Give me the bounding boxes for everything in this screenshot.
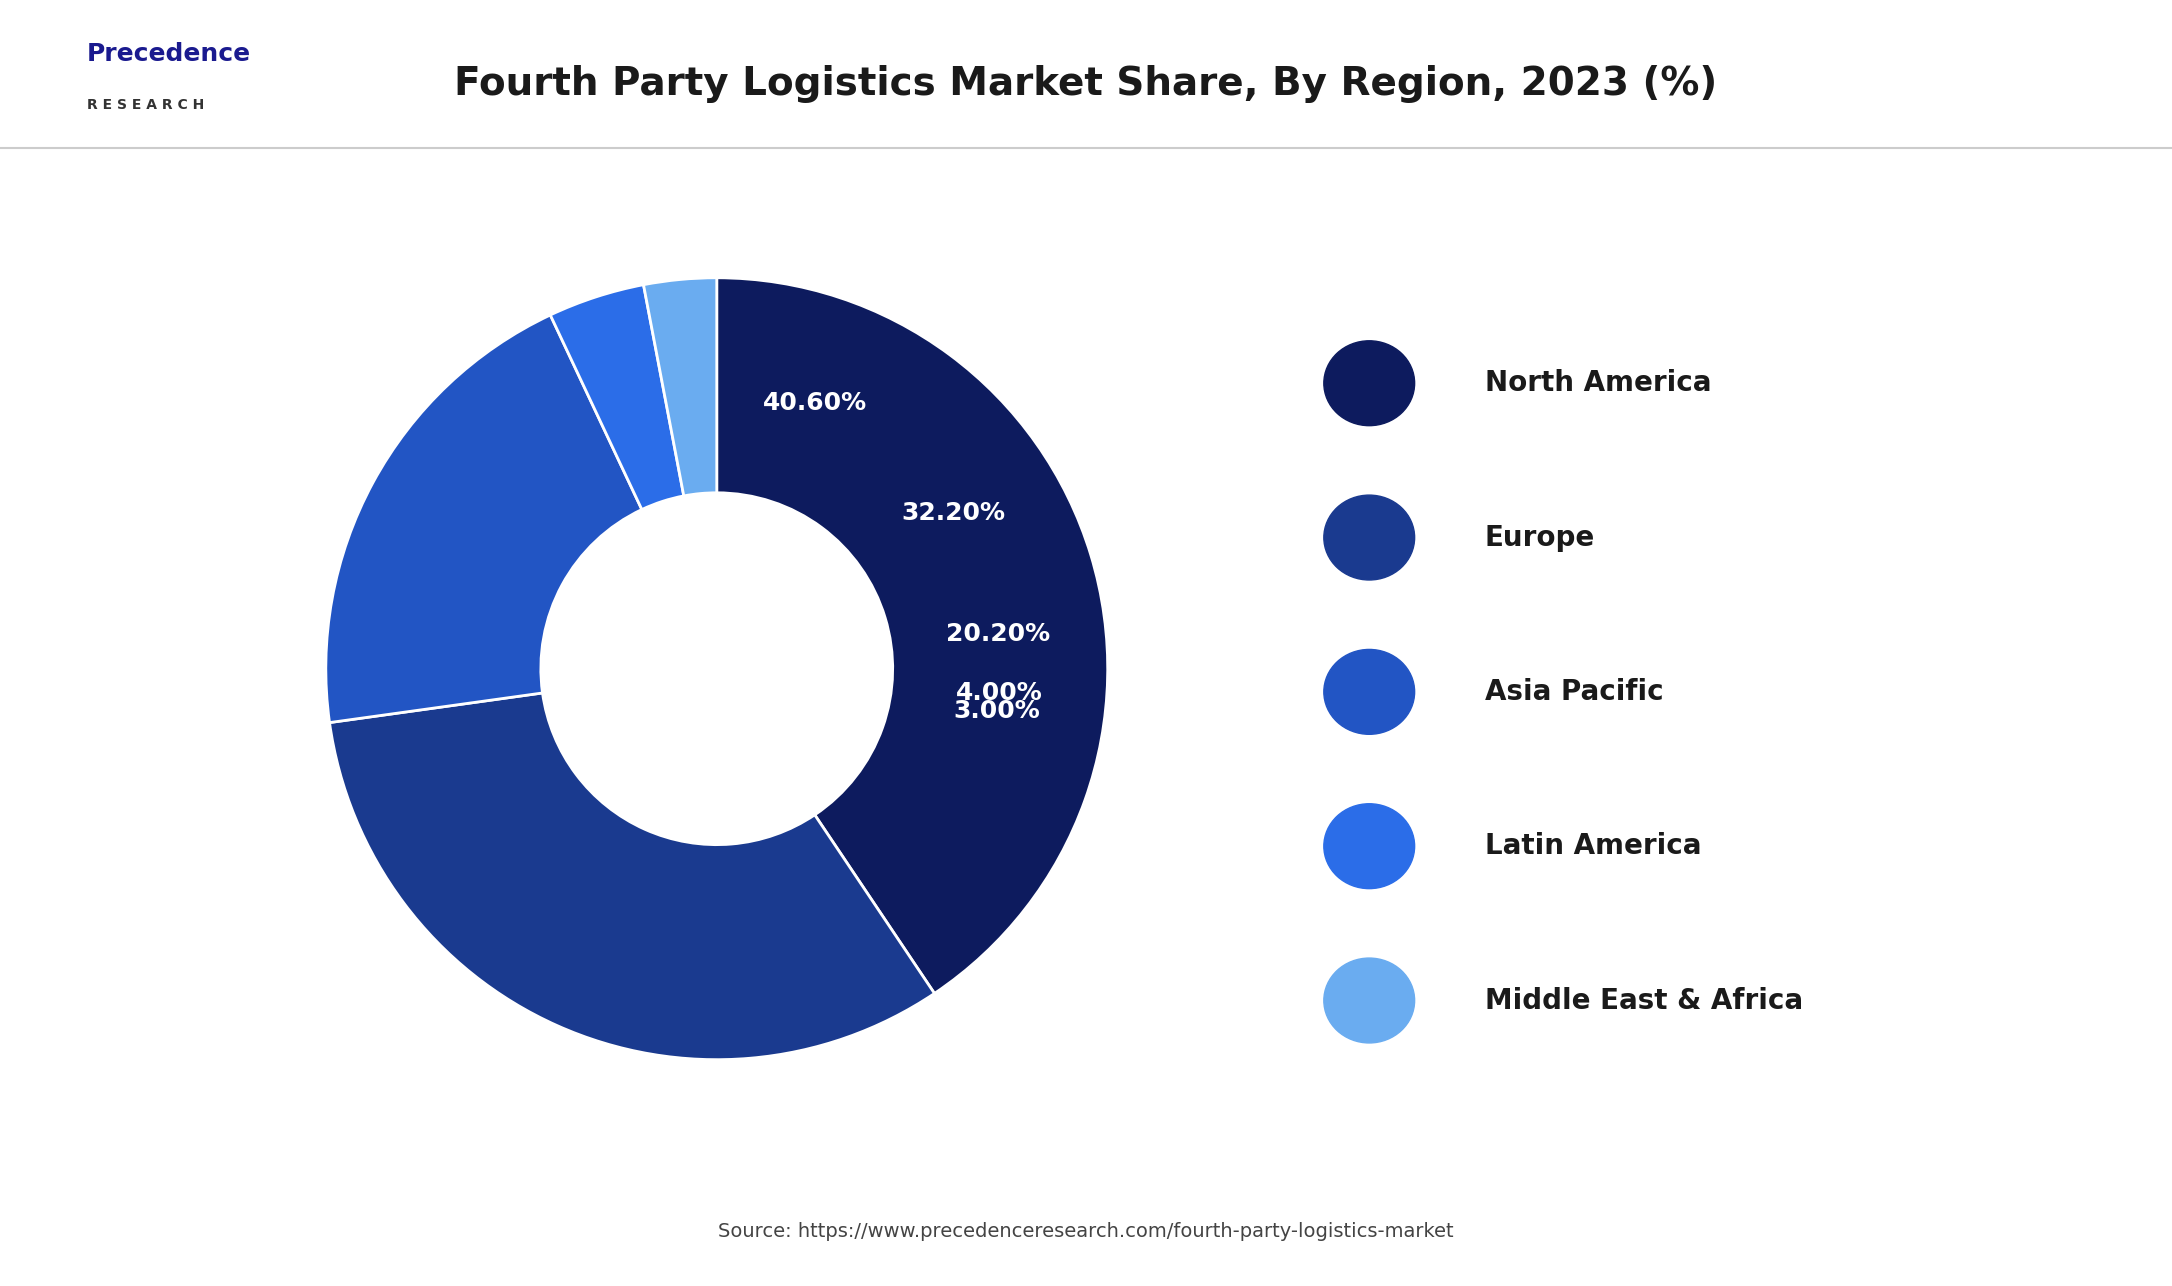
Text: Asia Pacific: Asia Pacific xyxy=(1486,678,1664,706)
Text: 4.00%: 4.00% xyxy=(956,682,1043,706)
Text: Latin America: Latin America xyxy=(1486,832,1701,860)
Text: 32.20%: 32.20% xyxy=(901,502,1006,525)
Circle shape xyxy=(1325,341,1414,426)
Text: R E S E A R C H: R E S E A R C H xyxy=(87,99,204,112)
Circle shape xyxy=(1325,495,1414,580)
Text: Source: https://www.precedenceresearch.com/fourth-party-logistics-market: Source: https://www.precedenceresearch.c… xyxy=(719,1222,1453,1241)
Text: 40.60%: 40.60% xyxy=(762,391,867,415)
Text: North America: North America xyxy=(1486,369,1712,397)
Circle shape xyxy=(1325,804,1414,889)
Circle shape xyxy=(543,495,891,842)
Text: 3.00%: 3.00% xyxy=(954,698,1040,723)
Wedge shape xyxy=(550,284,684,509)
Text: Fourth Party Logistics Market Share, By Region, 2023 (%): Fourth Party Logistics Market Share, By … xyxy=(454,64,1718,103)
Circle shape xyxy=(1325,958,1414,1043)
Wedge shape xyxy=(330,693,934,1060)
Wedge shape xyxy=(717,278,1108,994)
Text: 20.20%: 20.20% xyxy=(947,621,1049,646)
Text: Middle East & Africa: Middle East & Africa xyxy=(1486,986,1803,1015)
Wedge shape xyxy=(326,315,643,723)
Circle shape xyxy=(1325,649,1414,734)
Text: Europe: Europe xyxy=(1486,523,1594,552)
Text: Precedence: Precedence xyxy=(87,42,252,66)
Wedge shape xyxy=(643,278,717,496)
